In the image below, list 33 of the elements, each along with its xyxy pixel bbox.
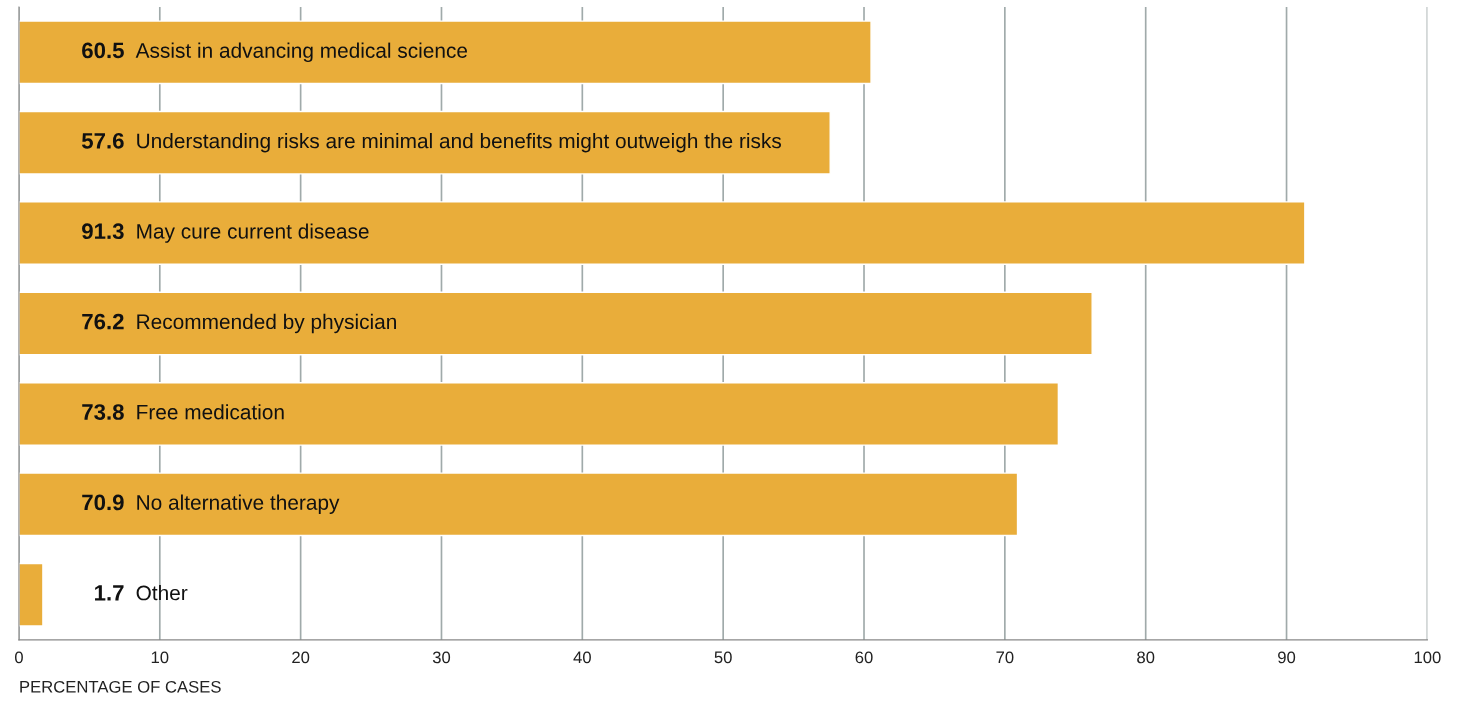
x-tick-label: 80 <box>1137 651 1155 664</box>
bar <box>18 291 1093 356</box>
data-label: 73.8 <box>82 404 124 420</box>
y-tick-label: No alternative therapy <box>137 494 340 515</box>
bar <box>18 472 1019 537</box>
x-tick-label: 60 <box>855 651 873 664</box>
x-tick-label: 40 <box>573 651 591 664</box>
bar <box>18 20 872 85</box>
x-tick-label: 0 <box>14 651 23 664</box>
y-tick-label: Understanding risks are minimal and benefits might outweigh the risks <box>137 133 782 153</box>
x-tick-label: 30 <box>432 651 451 664</box>
data-label: 60.5 <box>82 42 124 59</box>
y-tick-label: Recommended by physician <box>137 313 396 334</box>
x-axis-title: PERCENTAGE OF CASES <box>20 680 221 693</box>
x-tick-label: 50 <box>714 651 732 664</box>
bar <box>18 382 1060 446</box>
data-label: 91.3 <box>82 223 124 240</box>
x-tick-label: 10 <box>151 651 169 664</box>
data-label: 70.9 <box>82 494 124 511</box>
data-label: 1.7 <box>95 585 124 601</box>
bar <box>18 201 1306 265</box>
x-tick-label: 100 <box>1414 651 1441 664</box>
y-tick-label: Free medication <box>137 404 284 420</box>
y-tick-label: May cure current disease <box>137 223 369 243</box>
y-tick-label: Assist in advancing medical science <box>135 42 468 63</box>
y-tick-label: Other <box>136 584 188 601</box>
x-tick-label: 20 <box>292 651 310 664</box>
x-tick-label: 70 <box>996 651 1014 664</box>
data-label: 76.2 <box>82 313 124 330</box>
bar <box>18 562 44 627</box>
data-label: 57.6 <box>81 132 124 149</box>
bar <box>18 110 831 175</box>
x-tick-label: 90 <box>1278 651 1296 664</box>
